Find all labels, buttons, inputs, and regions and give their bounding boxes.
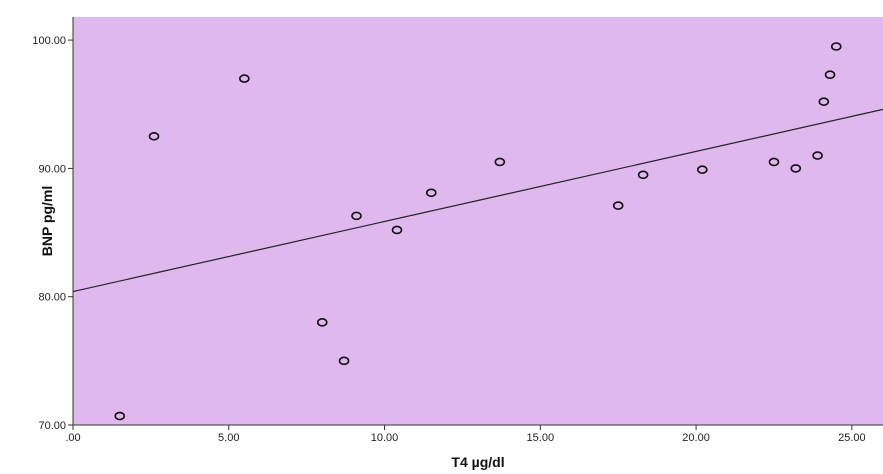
data-point	[768, 157, 780, 167]
data-point	[351, 211, 362, 221]
x-tick-label: 20.00	[682, 432, 710, 444]
data-point	[824, 70, 836, 80]
x-tick-label: 15.00	[527, 432, 555, 444]
data-point	[637, 170, 649, 180]
x-tick-label: 10.00	[371, 432, 399, 444]
x-tick-label: 5.00	[218, 432, 239, 444]
data-point	[114, 411, 126, 421]
data-point	[790, 164, 802, 173]
fit-line	[72, 108, 883, 293]
y-tick-label: 100.00	[32, 35, 66, 47]
data-point	[494, 157, 506, 167]
y-tick-label: 90.00	[38, 163, 66, 175]
data-point	[425, 188, 437, 198]
data-point	[316, 318, 328, 327]
x-tick-label: .00	[65, 432, 80, 444]
data-point	[830, 42, 842, 51]
data-point	[148, 132, 160, 141]
data-point	[697, 165, 708, 174]
x-axis-title: T4 µg/dl	[451, 454, 504, 470]
data-point	[391, 225, 403, 235]
y-axis-title: BNP pg/ml	[39, 186, 55, 257]
data-point	[338, 356, 350, 366]
data-point	[818, 97, 830, 106]
plot-area	[73, 17, 883, 425]
data-point	[612, 201, 624, 210]
data-point	[812, 151, 823, 160]
x-tick-label: 25.00	[838, 432, 866, 444]
data-point	[239, 74, 250, 83]
y-tick-label: 70.00	[38, 420, 66, 432]
y-tick-label: 80.00	[38, 292, 66, 304]
